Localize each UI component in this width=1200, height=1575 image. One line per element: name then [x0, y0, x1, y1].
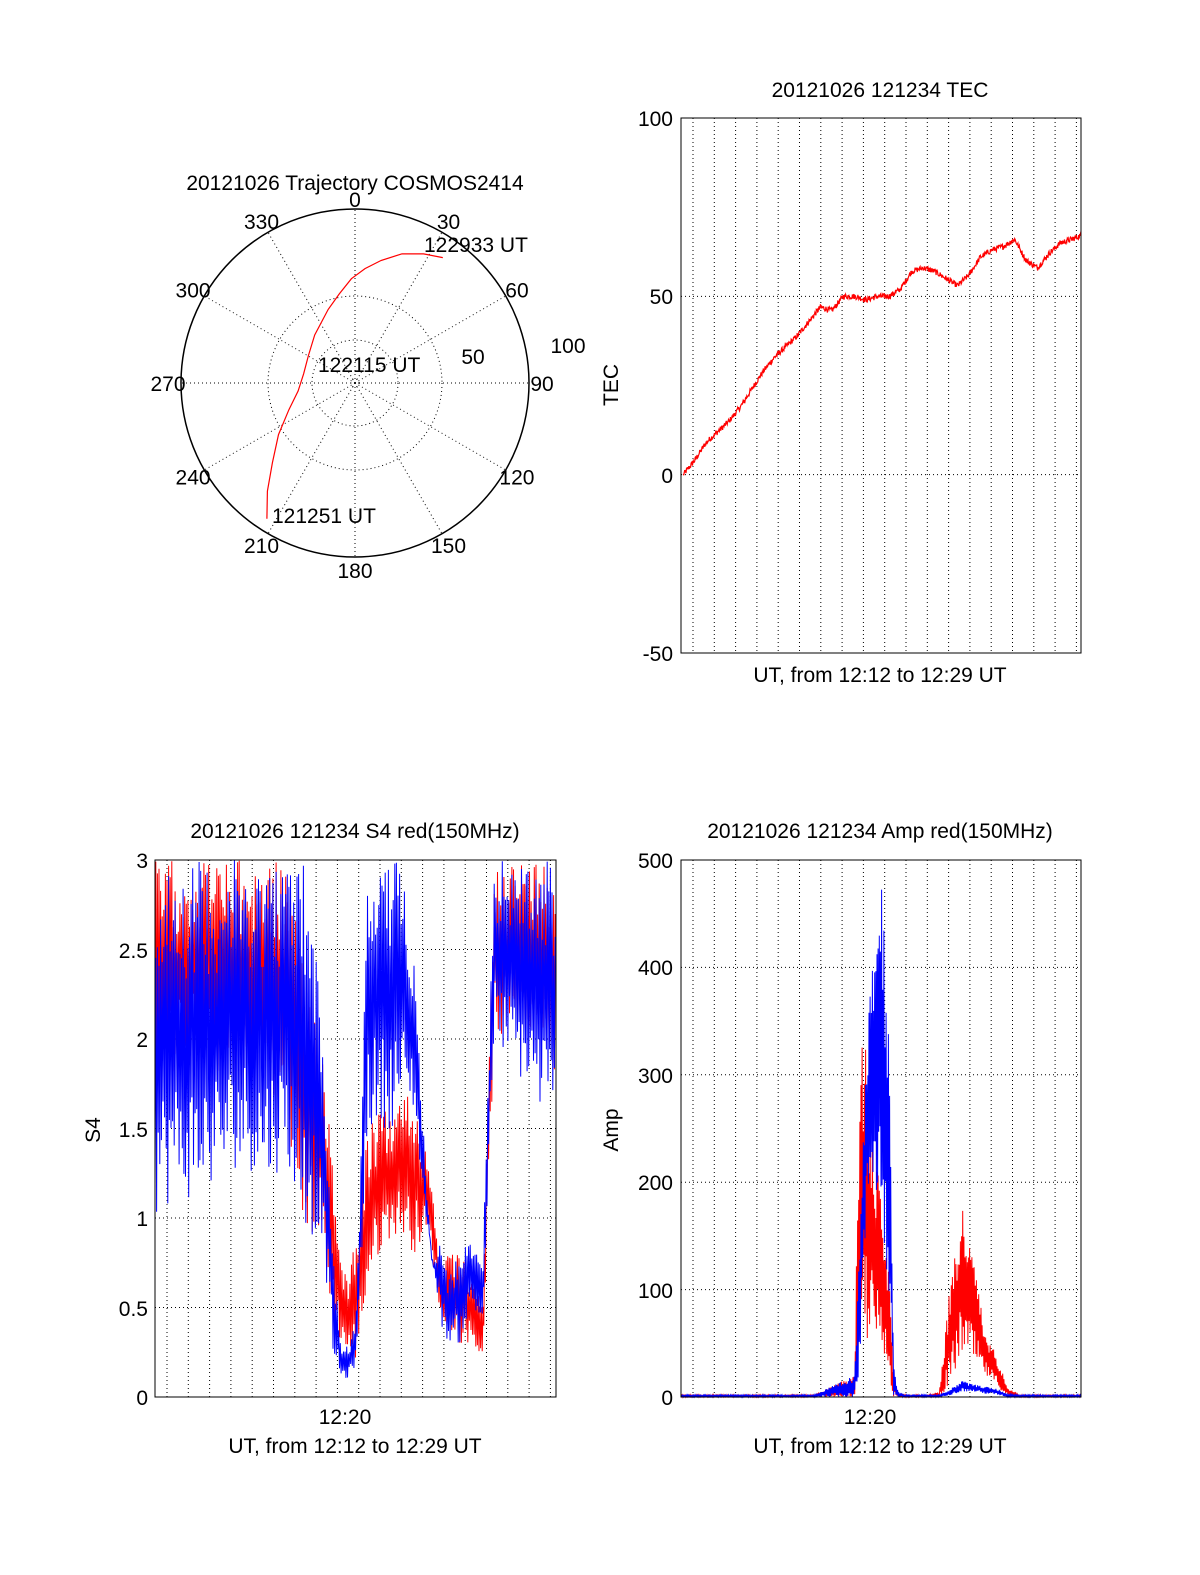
- polar-angle-label: 150: [431, 535, 466, 558]
- polar-angle-label: 90: [530, 373, 553, 396]
- polar-radial-label-100: 100: [550, 335, 585, 358]
- s4-xtick: 12:20: [319, 1406, 372, 1429]
- s4-ytick: 2: [136, 1029, 148, 1052]
- tec-ytick: 0: [661, 465, 673, 488]
- polar-angle-label: 330: [244, 211, 279, 234]
- amp-series: [680, 889, 1082, 1399]
- s4-panel: 20121026 121234 S4 red(150MHz) 3 2.5 2 1…: [82, 820, 557, 1458]
- polar-spoke: [354, 382, 443, 534]
- tec-x-axis-label: UT, from 12:12 to 12:29 UT: [753, 664, 1006, 687]
- s4-plot-frame: [154, 859, 557, 1398]
- amp-xtick: 12:20: [844, 1406, 897, 1429]
- polar-spoke: [354, 382, 506, 471]
- polar-angle-label: 210: [244, 535, 279, 558]
- polar-angle-label: 180: [337, 560, 372, 583]
- polar-outer-circle: [180, 208, 530, 558]
- polar-grid: [181, 209, 529, 557]
- polar-radial-label-50: 50: [461, 346, 484, 369]
- amp-y-axis-label: Amp: [600, 1108, 623, 1151]
- tec-title: 20121026 121234 TEC: [772, 79, 989, 102]
- amp-series-blue: [680, 889, 1082, 1399]
- tec-y-axis-label: TEC: [600, 364, 623, 406]
- polar-angle-label: 60: [505, 280, 528, 303]
- trajectory-line: [266, 253, 443, 519]
- polar-spoke: [267, 382, 356, 534]
- amp-ytick: 500: [638, 850, 673, 873]
- polar-angle-label: 120: [499, 467, 534, 490]
- polar-spoke: [204, 295, 356, 384]
- amp-plot-frame: [680, 859, 1082, 1398]
- tec-series-red: [682, 231, 1082, 476]
- amp-title: 20121026 121234 Amp red(150MHz): [707, 820, 1053, 843]
- trajectory-start-label: 121251 UT: [272, 505, 376, 528]
- amp-ytick: 400: [638, 957, 673, 980]
- polar-angle-label: 0: [349, 189, 361, 212]
- s4-ytick: 0: [136, 1387, 148, 1410]
- amp-panel: 20121026 121234 Amp red(150MHz) 500 400 …: [600, 820, 1082, 1458]
- s4-ytick: 1: [136, 1208, 148, 1231]
- polar-angle-label: 240: [176, 467, 211, 490]
- s4-ytick: 1.5: [119, 1119, 148, 1142]
- polar-ring-2: [267, 295, 443, 471]
- tec-ytick: 50: [650, 286, 673, 309]
- tec-ytick: 100: [638, 108, 673, 131]
- amp-ytick: 200: [638, 1172, 673, 1195]
- amp-ytick: 100: [638, 1280, 673, 1303]
- polar-spoke: [354, 232, 443, 384]
- s4-ytick: 0.5: [119, 1298, 148, 1321]
- polar-spoke: [354, 295, 506, 384]
- tec-plot-frame: [680, 117, 1082, 654]
- trajectory-end-label: 122933 UT: [424, 234, 528, 257]
- amp-ytick: 300: [638, 1065, 673, 1088]
- polar-spoke: [204, 382, 356, 471]
- tec-series: [682, 231, 1082, 476]
- polar-panel: 20121026 Trajectory COSMOS2414 0 30 60 90 12…: [150, 172, 585, 583]
- polar-angle-label: 30: [437, 211, 460, 234]
- amp-ytick: 0: [661, 1387, 673, 1410]
- s4-ytick: 2.5: [119, 940, 148, 963]
- polar-ring-1: [311, 339, 399, 427]
- amp-x-axis-label: UT, from 12:12 to 12:29 UT: [753, 1435, 1006, 1458]
- tec-ytick: -50: [643, 643, 673, 666]
- polar-angle-labels: 0 30 60 90 120 150 180 210 240 270 300 330: [150, 189, 553, 583]
- s4-series-blue: [154, 860, 556, 1378]
- polar-angle-label: 270: [150, 373, 185, 396]
- s4-title: 20121026 121234 S4 red(150MHz): [190, 820, 519, 843]
- tec-panel: 20121026 121234 TEC 100 50 0 -50 TEC UT,…: [600, 79, 1082, 687]
- polar-angle-label: 300: [176, 280, 211, 303]
- trajectory-mid-label: 122115 UT: [318, 354, 421, 377]
- s4-y-axis-label: S4: [82, 1117, 105, 1143]
- s4-series: [154, 860, 556, 1378]
- s4-x-axis-label: UT, from 12:12 to 12:29 UT: [228, 1435, 481, 1458]
- polar-spoke: [267, 232, 356, 384]
- s4-ytick: 3: [136, 850, 148, 873]
- tec-grid: [681, 118, 1081, 653]
- polar-title: 20121026 Trajectory COSMOS2414: [186, 172, 524, 195]
- s4-series-red: [154, 860, 556, 1358]
